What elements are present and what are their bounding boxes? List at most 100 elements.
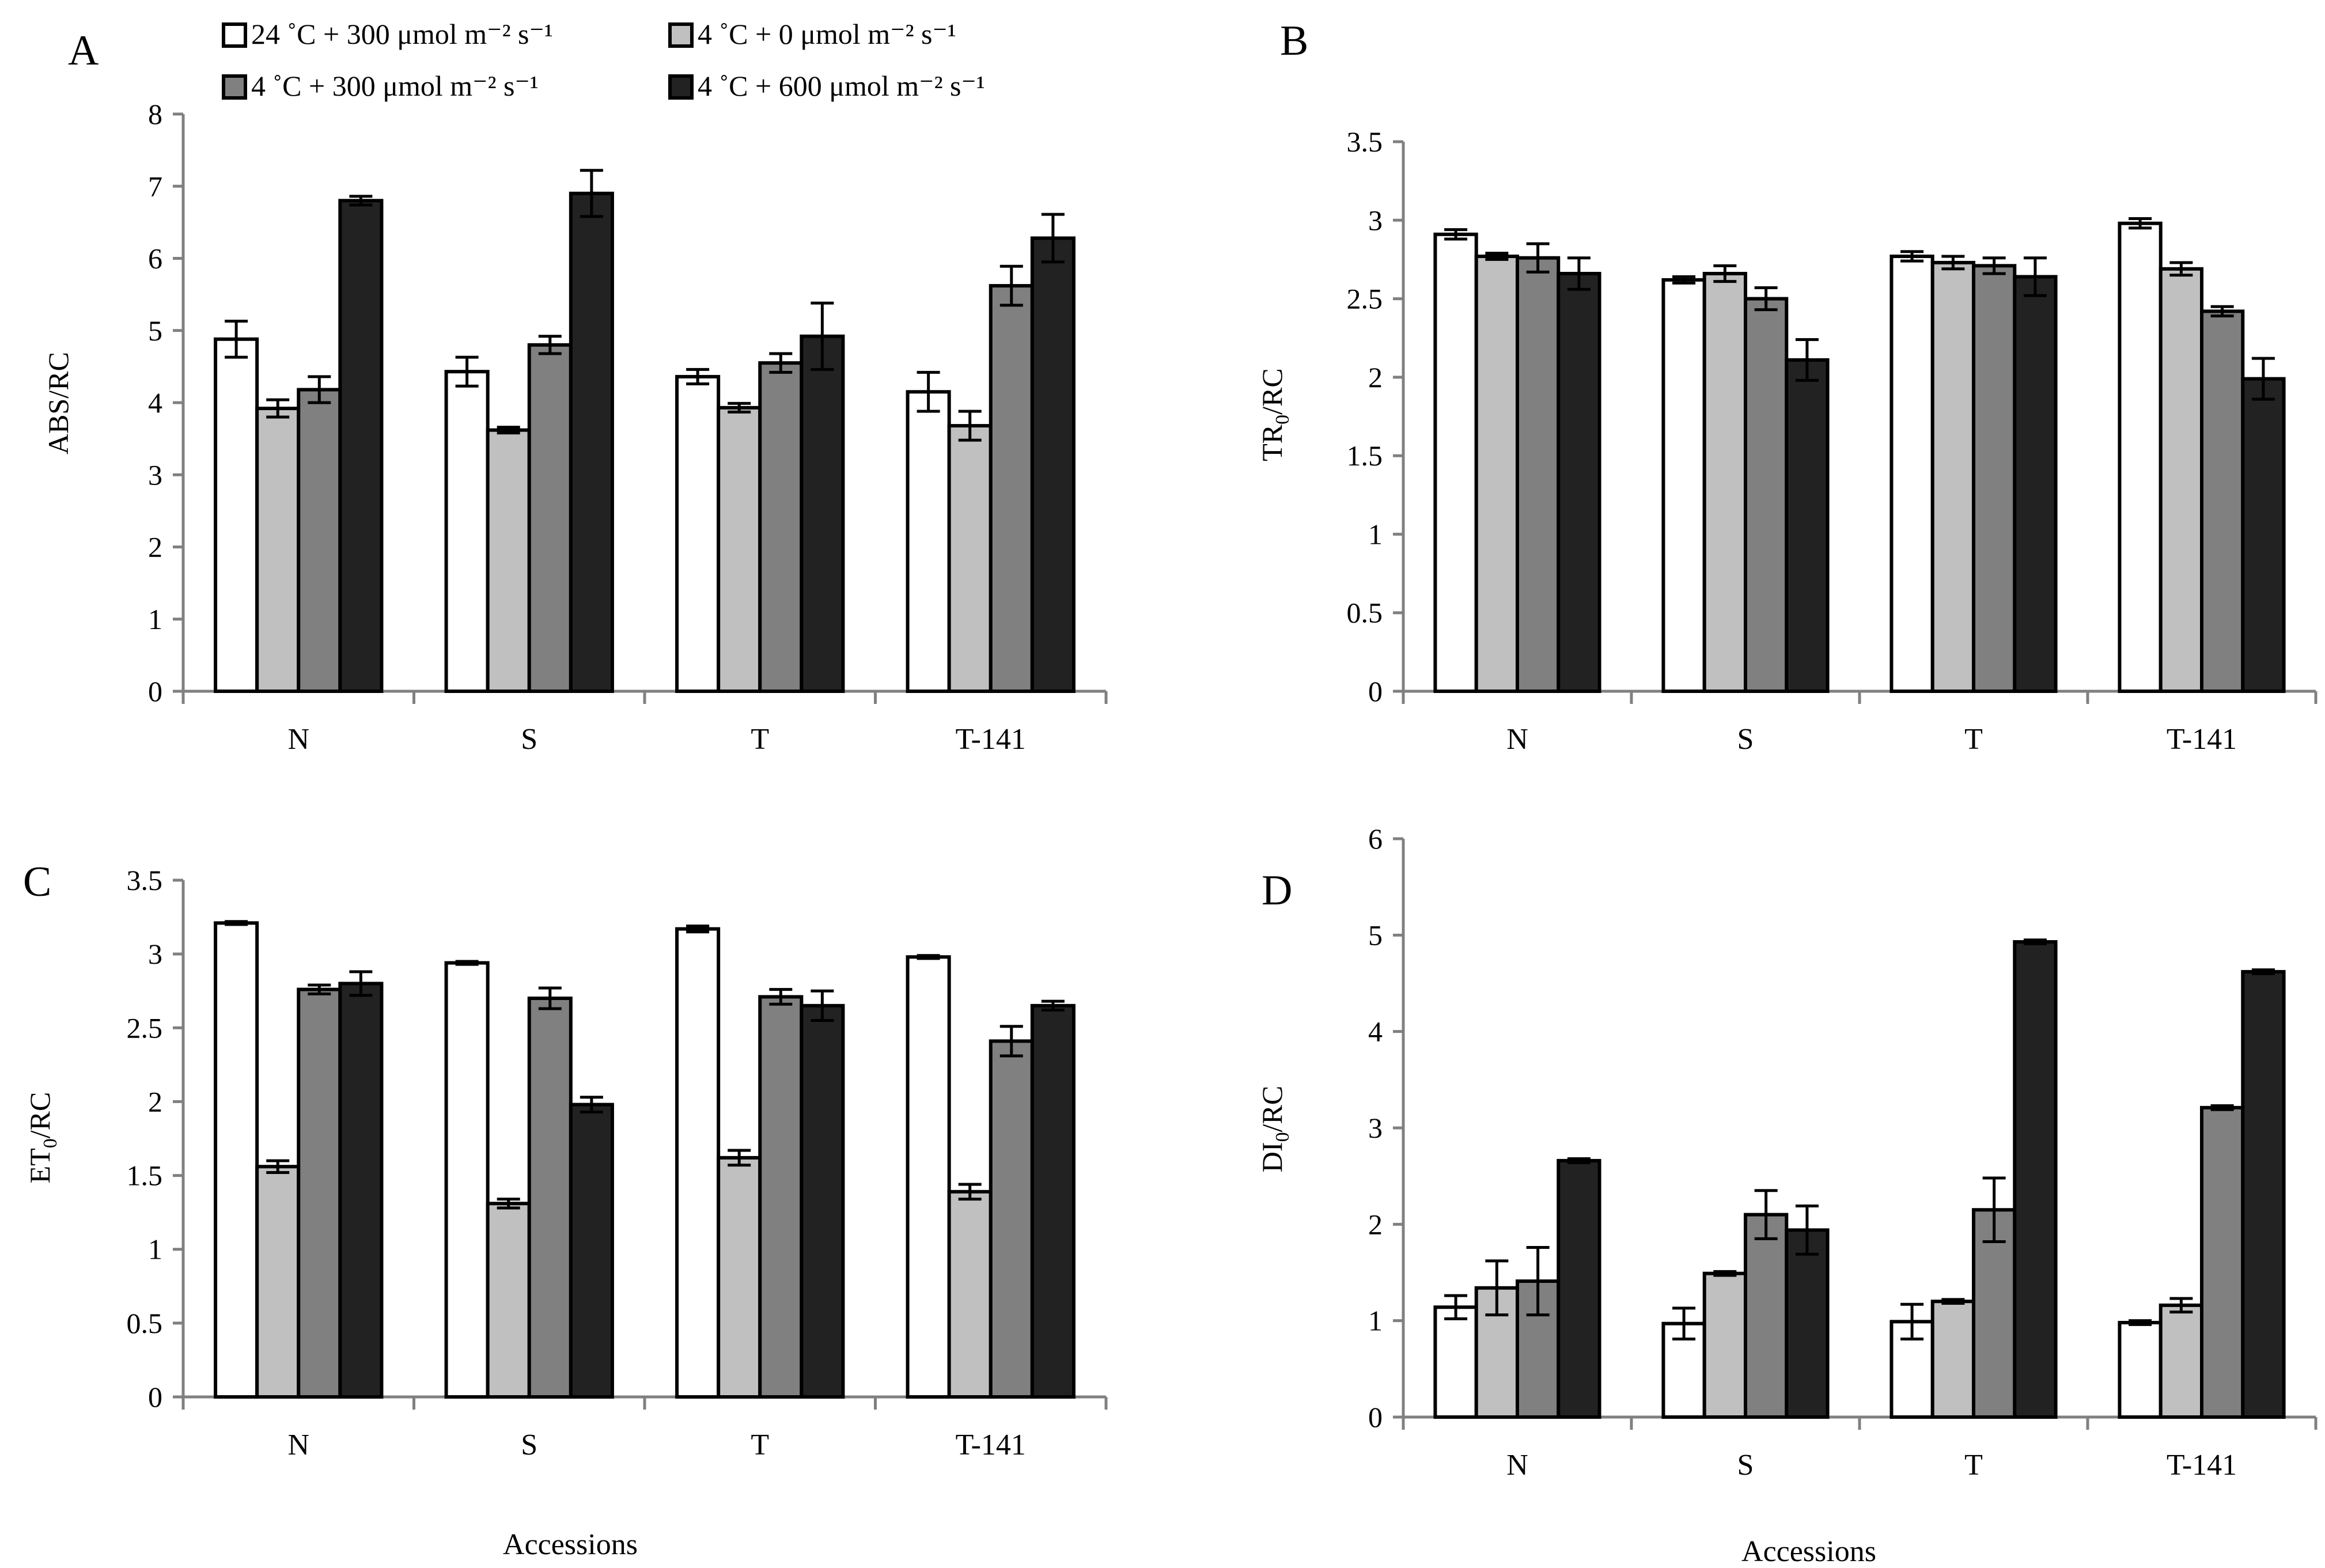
error-bar	[2129, 217, 2152, 230]
bar	[1972, 264, 2017, 693]
bar	[1557, 1158, 1601, 1419]
error-bar	[1795, 1205, 1819, 1256]
y-tick-label: 4	[148, 387, 162, 419]
error-bar	[686, 924, 710, 934]
y-tick-label: 6	[1368, 823, 1383, 855]
bar	[1433, 1305, 1478, 1419]
bar	[1433, 232, 1478, 693]
bar	[1744, 297, 1789, 693]
y-tick-label: 4	[1368, 1016, 1383, 1048]
bar	[214, 337, 259, 693]
bar	[989, 1039, 1034, 1399]
legend-swatch-1	[222, 22, 247, 48]
error-bar	[769, 988, 793, 1006]
y-tick-label: 5	[1368, 919, 1383, 951]
bar	[2159, 267, 2203, 694]
panel-letter-d: D	[1262, 867, 1292, 914]
error-bar	[999, 1025, 1023, 1058]
error-bar	[2210, 1104, 2234, 1111]
error-bar	[999, 264, 1023, 307]
bar	[2118, 221, 2163, 694]
bar	[947, 424, 993, 694]
y-tick-label: 0	[1368, 675, 1383, 707]
error-bar	[2210, 305, 2234, 318]
error-bar	[1526, 242, 1550, 274]
error-bar	[1485, 252, 1509, 261]
y-tick-label: 0	[148, 675, 162, 707]
error-bar	[1567, 256, 1591, 291]
y-tick-label: 6	[148, 243, 162, 275]
legend-swatch-3	[222, 74, 247, 100]
error-bar	[349, 195, 373, 207]
bar	[2241, 969, 2286, 1419]
y-tick-label: 2	[1368, 361, 1383, 393]
error-bar	[225, 920, 248, 926]
y-axis-label: DI0/RC	[1256, 1086, 1293, 1172]
bar	[527, 343, 573, 693]
bar	[800, 334, 845, 693]
bar	[1474, 254, 1519, 693]
x-axis-title-c: Accessions	[503, 1528, 638, 1561]
x-tick-label: N	[1506, 1449, 1528, 1482]
error-bar	[1444, 228, 1468, 241]
error-bar	[728, 1149, 751, 1167]
bar	[758, 995, 804, 1399]
error-bar	[1900, 250, 1924, 263]
error-bar	[455, 960, 479, 966]
bar	[338, 199, 384, 693]
error-bar	[769, 352, 793, 374]
bar	[1889, 254, 1934, 693]
y-tick-label: 3	[1368, 1112, 1383, 1144]
legend-label-1: 24 ˚C + 300 μmol m⁻² s⁻¹	[251, 18, 553, 50]
error-bar	[538, 335, 562, 355]
bar	[527, 997, 573, 1399]
y-tick-label: 1.5	[1347, 440, 1383, 472]
y-tick-label: 2	[148, 1085, 162, 1118]
bar	[486, 428, 531, 693]
error-bar	[497, 1198, 520, 1210]
bar	[444, 370, 490, 693]
x-tick-label: T-141	[956, 723, 1026, 756]
legend: 24 ˚C + 300 μmol m⁻² s⁻¹ 4 ˚C + 0 μmol m…	[222, 18, 985, 102]
error-bar	[2251, 968, 2275, 975]
error-bar	[1041, 999, 1065, 1012]
error-bar	[917, 370, 940, 413]
bar	[1702, 1271, 1747, 1419]
bar	[758, 361, 804, 693]
bar	[2013, 275, 2058, 693]
error-bar	[1444, 1294, 1468, 1320]
error-bar	[349, 970, 373, 997]
bar	[2200, 309, 2245, 693]
bar	[2013, 940, 2058, 1419]
y-tick-label: 1	[1368, 518, 1383, 550]
bar	[1972, 1208, 2017, 1419]
bar	[255, 1165, 301, 1399]
error-bar	[266, 1159, 290, 1174]
legend-swatch-4	[668, 74, 694, 100]
bar	[906, 390, 951, 693]
x-tick-label: S	[1737, 1449, 1754, 1482]
bar	[338, 982, 384, 1399]
x-axis-title-d: Accessions	[1741, 1535, 1876, 1568]
bar	[989, 284, 1034, 694]
y-tick-label: 1	[1368, 1305, 1383, 1337]
error-bar	[1672, 1306, 1696, 1340]
error-bar	[1526, 1245, 1550, 1317]
y-tick-label: 3	[1368, 204, 1383, 236]
error-bar	[1485, 1259, 1509, 1317]
bar	[1785, 358, 1830, 693]
y-tick-label: 5	[148, 315, 162, 347]
error-bar	[308, 375, 331, 404]
legend-label-4: 4 ˚C + 600 μmol m⁻² s⁻¹	[698, 70, 985, 102]
bar	[717, 1156, 762, 1399]
error-bar	[580, 1096, 603, 1113]
x-tick-label: T-141	[2167, 1449, 2237, 1482]
y-tick-label: 3.5	[127, 864, 163, 896]
y-tick-label: 7	[148, 170, 162, 202]
chart-c: 0 0.5 1 1.5 2 2.5 3 3.5 ET0/RC N S T T-141	[24, 864, 1108, 1461]
bar	[947, 1190, 993, 1399]
legend-item-1: 24 ˚C + 300 μmol m⁻² s⁻¹	[222, 18, 553, 50]
error-bar	[1941, 255, 1965, 271]
error-bar	[1941, 1298, 1965, 1305]
error-bar	[1795, 338, 1819, 382]
